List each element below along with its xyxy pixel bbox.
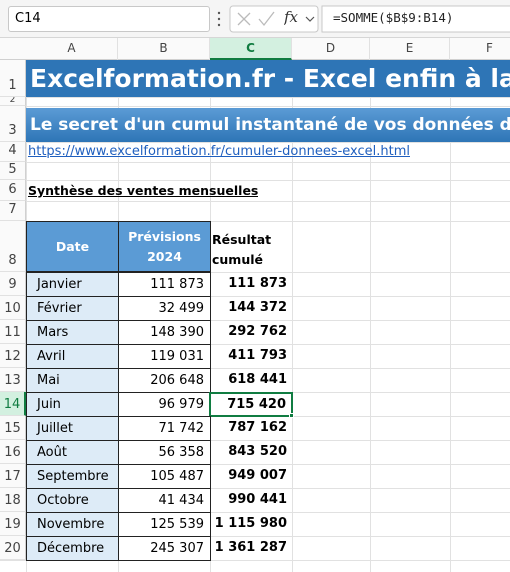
cumulative-cell[interactable]: 618 441 xyxy=(228,372,287,387)
column-header[interactable]: F xyxy=(450,38,510,60)
column-header[interactable]: B xyxy=(118,38,210,60)
row-header[interactable]: 7 xyxy=(0,201,26,221)
column-header[interactable]: D xyxy=(292,38,370,60)
month-cell[interactable]: Juin xyxy=(26,392,119,417)
row-header[interactable]: 5 xyxy=(0,162,26,180)
month-cell[interactable]: Août xyxy=(26,440,119,465)
row-header[interactable]: 14 xyxy=(0,392,26,416)
forecast-cell[interactable]: 56 358 xyxy=(118,440,211,465)
row-header[interactable]: 13 xyxy=(0,368,26,392)
forecast-cell[interactable]: 206 648 xyxy=(118,368,211,393)
month-cell[interactable]: Janvier xyxy=(26,272,119,297)
row-header[interactable]: 12 xyxy=(0,344,26,368)
table-header: Date xyxy=(26,221,119,272)
row-header[interactable]: 16 xyxy=(0,440,26,464)
cumulative-cell[interactable]: 715 420 xyxy=(209,392,293,417)
formula-icons xyxy=(217,5,510,33)
table-header: Prévisions 2024 xyxy=(118,221,211,272)
name-box[interactable]: C14 xyxy=(8,6,210,32)
month-cell[interactable]: Septembre xyxy=(26,464,119,489)
cumulative-cell[interactable]: 990 441 xyxy=(228,492,287,507)
month-cell[interactable]: Novembre xyxy=(26,512,119,537)
month-cell[interactable]: Octobre xyxy=(26,488,119,513)
row-header[interactable]: 15 xyxy=(0,416,26,440)
row-header[interactable]: 4 xyxy=(0,142,26,162)
subtitle-banner: Le secret d'un cumul instantané de vos d… xyxy=(26,108,510,142)
forecast-cell[interactable]: 245 307 xyxy=(118,536,211,561)
month-cell[interactable]: Juillet xyxy=(26,416,119,441)
row-header[interactable]: 17 xyxy=(0,464,26,488)
forecast-cell[interactable]: 111 873 xyxy=(118,272,211,297)
forecast-cell[interactable]: 119 031 xyxy=(118,344,211,369)
row-header[interactable]: 2 xyxy=(0,97,26,106)
row-header[interactable]: 6 xyxy=(0,180,26,201)
formula-text[interactable]: =SOMME($B$9:B14) xyxy=(333,10,454,25)
forecast-cell[interactable]: 41 434 xyxy=(118,488,211,513)
row-header[interactable]: 3 xyxy=(0,106,26,142)
row-header[interactable]: 1 xyxy=(0,60,26,97)
cumulative-cell[interactable]: 787 162 xyxy=(228,420,287,435)
cumulative-cell[interactable]: 411 793 xyxy=(228,348,287,363)
section-title: Synthèse des ventes mensuelles xyxy=(28,183,259,198)
column-header[interactable]: C xyxy=(210,38,292,60)
row-header[interactable]: 19 xyxy=(0,512,26,536)
month-cell[interactable]: Mars xyxy=(26,320,119,345)
cumulative-cell[interactable]: 949 007 xyxy=(228,468,287,483)
cumulative-cell[interactable]: 292 762 xyxy=(228,324,287,339)
column-header[interactable]: E xyxy=(370,38,450,60)
forecast-cell[interactable]: 71 742 xyxy=(118,416,211,441)
fill-handle xyxy=(289,413,294,418)
cumulative-cell[interactable]: 1 361 287 xyxy=(214,540,287,555)
row-header[interactable]: 8 xyxy=(0,221,26,272)
row-header[interactable]: 20 xyxy=(0,536,26,560)
row-header[interactable]: 9 xyxy=(0,272,26,296)
forecast-cell[interactable]: 32 499 xyxy=(118,296,211,321)
hyperlink[interactable]: https://www.excelformation.fr/cumuler-do… xyxy=(28,144,411,159)
row-header[interactable]: 18 xyxy=(0,488,26,512)
forecast-cell[interactable]: 125 539 xyxy=(118,512,211,537)
cumulative-cell[interactable]: 1 115 980 xyxy=(214,516,287,531)
forecast-cell[interactable]: 105 487 xyxy=(118,464,211,489)
month-cell[interactable]: Février xyxy=(26,296,119,321)
month-cell[interactable]: Mai xyxy=(26,368,119,393)
column-header[interactable]: A xyxy=(26,38,118,60)
forecast-cell[interactable]: 96 979 xyxy=(118,392,211,417)
row-header[interactable]: 10 xyxy=(0,296,26,320)
month-cell[interactable]: Décembre xyxy=(26,536,119,561)
function-button[interactable]: fx xyxy=(284,8,299,26)
title-banner: Excelformation.fr - Excel enfin à la por… xyxy=(26,60,510,97)
cumulative-cell[interactable]: 111 873 xyxy=(228,276,287,291)
table-header: Résultat cumulé xyxy=(212,232,272,267)
cumulative-cell[interactable]: 843 520 xyxy=(228,444,287,459)
forecast-cell[interactable]: 148 390 xyxy=(118,320,211,345)
cumulative-cell[interactable]: 144 372 xyxy=(228,300,287,315)
row-header[interactable]: 11 xyxy=(0,320,26,344)
month-cell[interactable]: Avril xyxy=(26,344,119,369)
